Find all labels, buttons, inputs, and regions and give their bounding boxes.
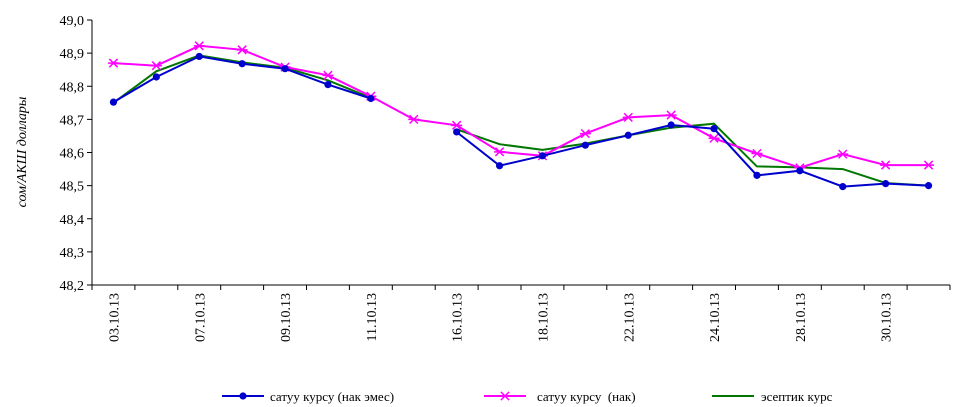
data-point bbox=[238, 60, 246, 68]
legend-entry-1: сатуу курсу (нак эмес) bbox=[222, 389, 394, 404]
data-point bbox=[839, 183, 847, 191]
data-point bbox=[538, 152, 547, 160]
x-tick-label: 07.10.13 bbox=[193, 293, 208, 342]
data-point bbox=[923, 160, 935, 170]
y-tick-label: 48,5 bbox=[60, 180, 85, 195]
series-line bbox=[113, 44, 929, 169]
data-point bbox=[109, 98, 118, 106]
y-tick-label: 48,3 bbox=[60, 246, 85, 261]
data-point bbox=[880, 160, 892, 170]
x-tick-label: 28.10.13 bbox=[794, 293, 809, 342]
y-tick-label: 48,2 bbox=[60, 279, 85, 294]
data-point bbox=[451, 120, 463, 130]
data-point bbox=[924, 182, 933, 190]
legend-label: сатуу курсу (нак) bbox=[537, 389, 636, 404]
data-point bbox=[751, 148, 763, 159]
x-tick-label: 30.10.13 bbox=[880, 293, 895, 342]
data-point bbox=[495, 162, 504, 170]
data-point bbox=[281, 65, 289, 73]
x-tick-label: 24.10.13 bbox=[708, 293, 723, 342]
chart-axes: 48,2 48,3 48,4 48,5 48,6 48,7 48,8 48,9 49,0 03.1… bbox=[60, 14, 951, 342]
data-point bbox=[494, 147, 506, 157]
data-point bbox=[195, 52, 203, 61]
data-point bbox=[581, 141, 589, 149]
x-tick-label: 22.10.13 bbox=[622, 293, 637, 342]
data-point bbox=[193, 41, 205, 51]
y-axis-label: сом/АКШ доллары bbox=[15, 97, 30, 208]
data-point bbox=[408, 114, 420, 125]
legend-entry-2: сатуу курсу (нак) bbox=[484, 389, 636, 404]
legend-label: эсептик курс bbox=[761, 389, 833, 404]
y-tick-label: 48,8 bbox=[60, 80, 85, 95]
chart-legend: сатуу курсу (нак эмес) сатуу курсу (нак) э… bbox=[222, 389, 833, 404]
y-tick-label: 48,6 bbox=[60, 147, 85, 162]
data-point bbox=[708, 133, 720, 143]
x-tick-label: 16.10.13 bbox=[451, 293, 466, 342]
data-point bbox=[322, 70, 334, 80]
y-tick-label: 48,7 bbox=[60, 113, 85, 128]
data-point bbox=[710, 125, 718, 133]
legend-label: сатуу курсу (нак эмес) bbox=[270, 389, 394, 404]
data-point bbox=[107, 58, 119, 68]
x-tick-label: 18.10.13 bbox=[536, 293, 551, 342]
data-point bbox=[667, 121, 675, 129]
x-tick-label: 09.10.13 bbox=[279, 293, 294, 342]
data-point bbox=[152, 73, 160, 81]
y-tick-label: 49,0 bbox=[60, 14, 85, 29]
series-1 bbox=[109, 52, 933, 191]
data-point bbox=[622, 112, 634, 123]
data-point bbox=[579, 128, 591, 139]
y-tick-label: 48,9 bbox=[60, 47, 85, 62]
legend-entry-3: эсептик курс bbox=[712, 389, 833, 404]
data-point bbox=[753, 171, 761, 179]
y-tick-label: 48,4 bbox=[60, 213, 85, 228]
data-point bbox=[837, 149, 849, 159]
data-point bbox=[624, 131, 632, 139]
legend-marker bbox=[499, 391, 511, 401]
data-point bbox=[453, 128, 461, 136]
data-point bbox=[882, 180, 890, 188]
x-tick-label: 03.10.13 bbox=[107, 293, 122, 342]
data-point bbox=[150, 61, 162, 71]
series-layer bbox=[107, 41, 935, 191]
data-point bbox=[665, 110, 677, 120]
legend-marker bbox=[239, 392, 247, 400]
x-tick-label: 11.10.13 bbox=[365, 293, 380, 341]
data-point bbox=[796, 167, 804, 175]
data-point bbox=[324, 80, 332, 89]
data-point bbox=[367, 94, 375, 103]
data-point bbox=[236, 45, 248, 55]
